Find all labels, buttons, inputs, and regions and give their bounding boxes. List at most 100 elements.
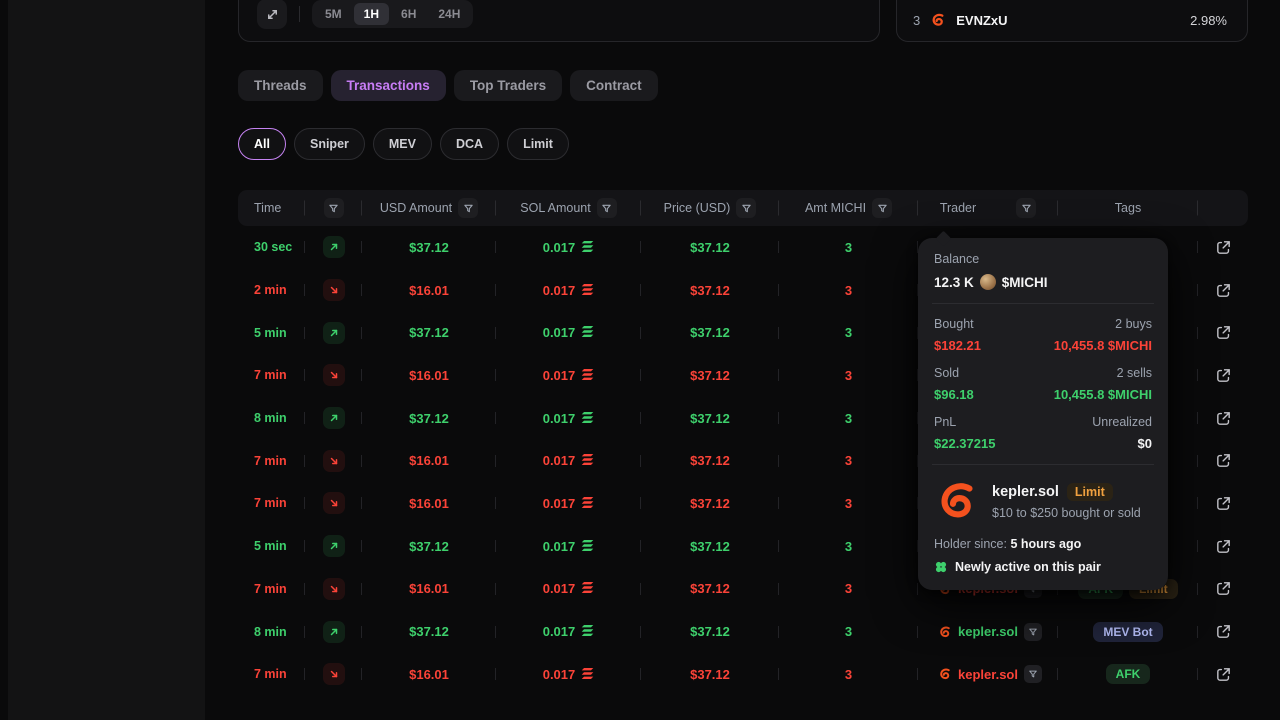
column-header-time[interactable]: Time — [238, 190, 305, 226]
trader-filter-button[interactable] — [1016, 198, 1037, 218]
cell-price: $37.12 — [641, 653, 779, 696]
table-row[interactable]: 5 min $37.12 0.017 $37.12 3 — [238, 311, 1248, 354]
cell-sol-amount: 0.017 — [496, 439, 641, 482]
trader-description: $10 to $250 bought or sold — [992, 505, 1141, 520]
table-row[interactable]: 7 min $16.01 0.017 $37.12 3 — [238, 439, 1248, 482]
expand-arrows-icon — [265, 7, 280, 22]
column-header-usd-amount[interactable]: USD Amount — [362, 190, 496, 226]
bought-usd: $182.21 — [934, 338, 981, 353]
solana-icon — [581, 581, 594, 596]
column-header-trader[interactable]: Trader — [918, 190, 1058, 226]
funnel-icon — [1021, 204, 1031, 212]
token-list-row[interactable]: 3 EVNZxU 2.98% — [913, 12, 1227, 28]
external-link-icon[interactable] — [1215, 282, 1232, 299]
table-row[interactable]: 8 min $37.12 0.017 $37.12 3 — [238, 397, 1248, 440]
tab-top-traders[interactable]: Top Traders — [453, 70, 563, 101]
external-link-icon[interactable] — [1215, 452, 1232, 469]
cell-tags: AFK — [1058, 653, 1198, 696]
tooltip-trader-name[interactable]: kepler.sol — [992, 483, 1059, 500]
external-link-icon[interactable] — [1215, 239, 1232, 256]
external-link-icon[interactable] — [1215, 666, 1232, 683]
sol-filter-button[interactable] — [596, 198, 617, 218]
token-change: 2.98% — [1190, 12, 1227, 28]
shrimp-icon — [938, 625, 952, 639]
table-row[interactable]: 7 min $16.01 0.017 $37.12 3 kepler.sol A… — [238, 653, 1248, 696]
filter-all[interactable]: All — [238, 128, 286, 160]
column-header-sol-amount[interactable]: SOL Amount — [496, 190, 641, 226]
filter-sniper[interactable]: Sniper — [293, 128, 365, 160]
column-header-price[interactable]: Price (USD) — [641, 190, 779, 226]
timeframe-6h[interactable]: 6H — [401, 7, 417, 21]
balance-amount: 12.3 K — [934, 274, 974, 290]
filter-dca[interactable]: DCA — [439, 128, 500, 160]
holder-since-label: Holder since: — [934, 537, 1007, 551]
cell-time: 8 min — [238, 610, 305, 653]
table-row[interactable]: 5 min $37.12 0.017 $37.12 3 — [238, 525, 1248, 568]
cell-amt-michi: 3 — [779, 482, 918, 525]
cell-price: $37.12 — [641, 610, 779, 653]
solana-icon — [581, 496, 594, 511]
cell-price: $37.12 — [641, 269, 779, 312]
newly-active-note: Newly active on this pair — [955, 560, 1101, 574]
solana-icon — [581, 240, 594, 255]
cell-sol-amount: 0.017 — [496, 397, 641, 440]
cell-sol-amount: 0.017 — [496, 525, 641, 568]
cell-side — [305, 226, 362, 269]
cell-amt-michi: 3 — [779, 226, 918, 269]
cell-usd-amount: $37.12 — [362, 610, 496, 653]
funnel-icon — [463, 204, 473, 212]
cell-tags: MEV Bot — [1058, 610, 1198, 653]
column-header-amt-michi[interactable]: Amt MICHI — [779, 190, 918, 226]
cell-link — [1198, 311, 1248, 354]
external-link-icon[interactable] — [1215, 580, 1232, 597]
tab-transactions[interactable]: Transactions — [330, 70, 446, 101]
time-filter-button[interactable] — [323, 198, 344, 218]
table-row[interactable]: 2 min $16.01 0.017 $37.12 3 — [238, 269, 1248, 312]
cell-time: 7 min — [238, 568, 305, 611]
funnel-icon — [602, 204, 611, 212]
trader-row-filter-button[interactable] — [1023, 665, 1042, 684]
external-link-icon[interactable] — [1215, 495, 1232, 512]
sol-value: 0.017 — [542, 239, 576, 255]
external-link-icon[interactable] — [1215, 538, 1232, 555]
external-link-icon[interactable] — [1215, 623, 1232, 640]
external-link-icon[interactable] — [1215, 324, 1232, 341]
timeframe-5m[interactable]: 5M — [325, 7, 342, 21]
cell-sol-amount: 0.017 — [496, 568, 641, 611]
cell-link — [1198, 525, 1248, 568]
trader-name-link[interactable]: kepler.sol — [958, 624, 1018, 640]
trade-side-icon — [322, 236, 345, 259]
cell-amt-michi: 3 — [779, 653, 918, 696]
cell-usd-amount: $37.12 — [362, 226, 496, 269]
trade-side-icon — [322, 492, 345, 515]
table-row[interactable]: 7 min $16.01 0.017 $37.12 3 — [238, 354, 1248, 397]
external-link-icon[interactable] — [1215, 410, 1232, 427]
filter-mev[interactable]: MEV — [372, 128, 432, 160]
timeframe-24h[interactable]: 24H — [438, 7, 461, 21]
table-row[interactable]: 8 min $37.12 0.017 $37.12 3 kepler.sol M… — [238, 610, 1248, 653]
amt-filter-button[interactable] — [872, 198, 893, 218]
cell-link — [1198, 482, 1248, 525]
price-filter-button[interactable] — [736, 198, 757, 218]
tab-threads[interactable]: Threads — [238, 70, 323, 101]
pnl-label: PnL — [934, 415, 957, 429]
left-sidebar-panel — [8, 0, 205, 720]
timeframe-1h[interactable]: 1H — [353, 3, 390, 25]
external-link-icon[interactable] — [1215, 367, 1232, 384]
trader-name-link[interactable]: kepler.sol — [958, 666, 1018, 682]
column-label: SOL Amount — [520, 201, 591, 215]
trader-row-filter-button[interactable] — [1023, 622, 1042, 641]
sol-value: 0.017 — [542, 410, 576, 426]
cell-sol-amount: 0.017 — [496, 354, 641, 397]
column-header-tags[interactable]: Tags — [1058, 190, 1198, 226]
expand-chart-button[interactable] — [257, 0, 287, 29]
cell-side — [305, 269, 362, 312]
usd-filter-button[interactable] — [458, 198, 479, 218]
cell-usd-amount: $37.12 — [362, 525, 496, 568]
table-row[interactable]: 7 min $16.01 0.017 $37.12 3 — [238, 482, 1248, 525]
filter-limit[interactable]: Limit — [507, 128, 569, 160]
table-row[interactable]: 30 sec $37.12 0.017 $37.12 3 — [238, 226, 1248, 269]
tab-contract[interactable]: Contract — [570, 70, 658, 101]
cell-usd-amount: $16.01 — [362, 568, 496, 611]
